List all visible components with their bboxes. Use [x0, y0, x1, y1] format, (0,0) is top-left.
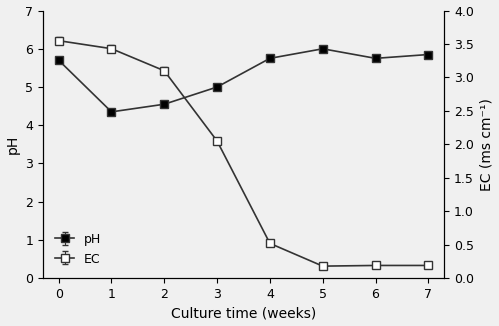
Y-axis label: pH: pH: [5, 135, 19, 154]
Legend: pH, EC: pH, EC: [49, 227, 108, 272]
Y-axis label: EC (ms cm⁻¹): EC (ms cm⁻¹): [480, 98, 494, 191]
X-axis label: Culture time (weeks): Culture time (weeks): [171, 306, 316, 320]
